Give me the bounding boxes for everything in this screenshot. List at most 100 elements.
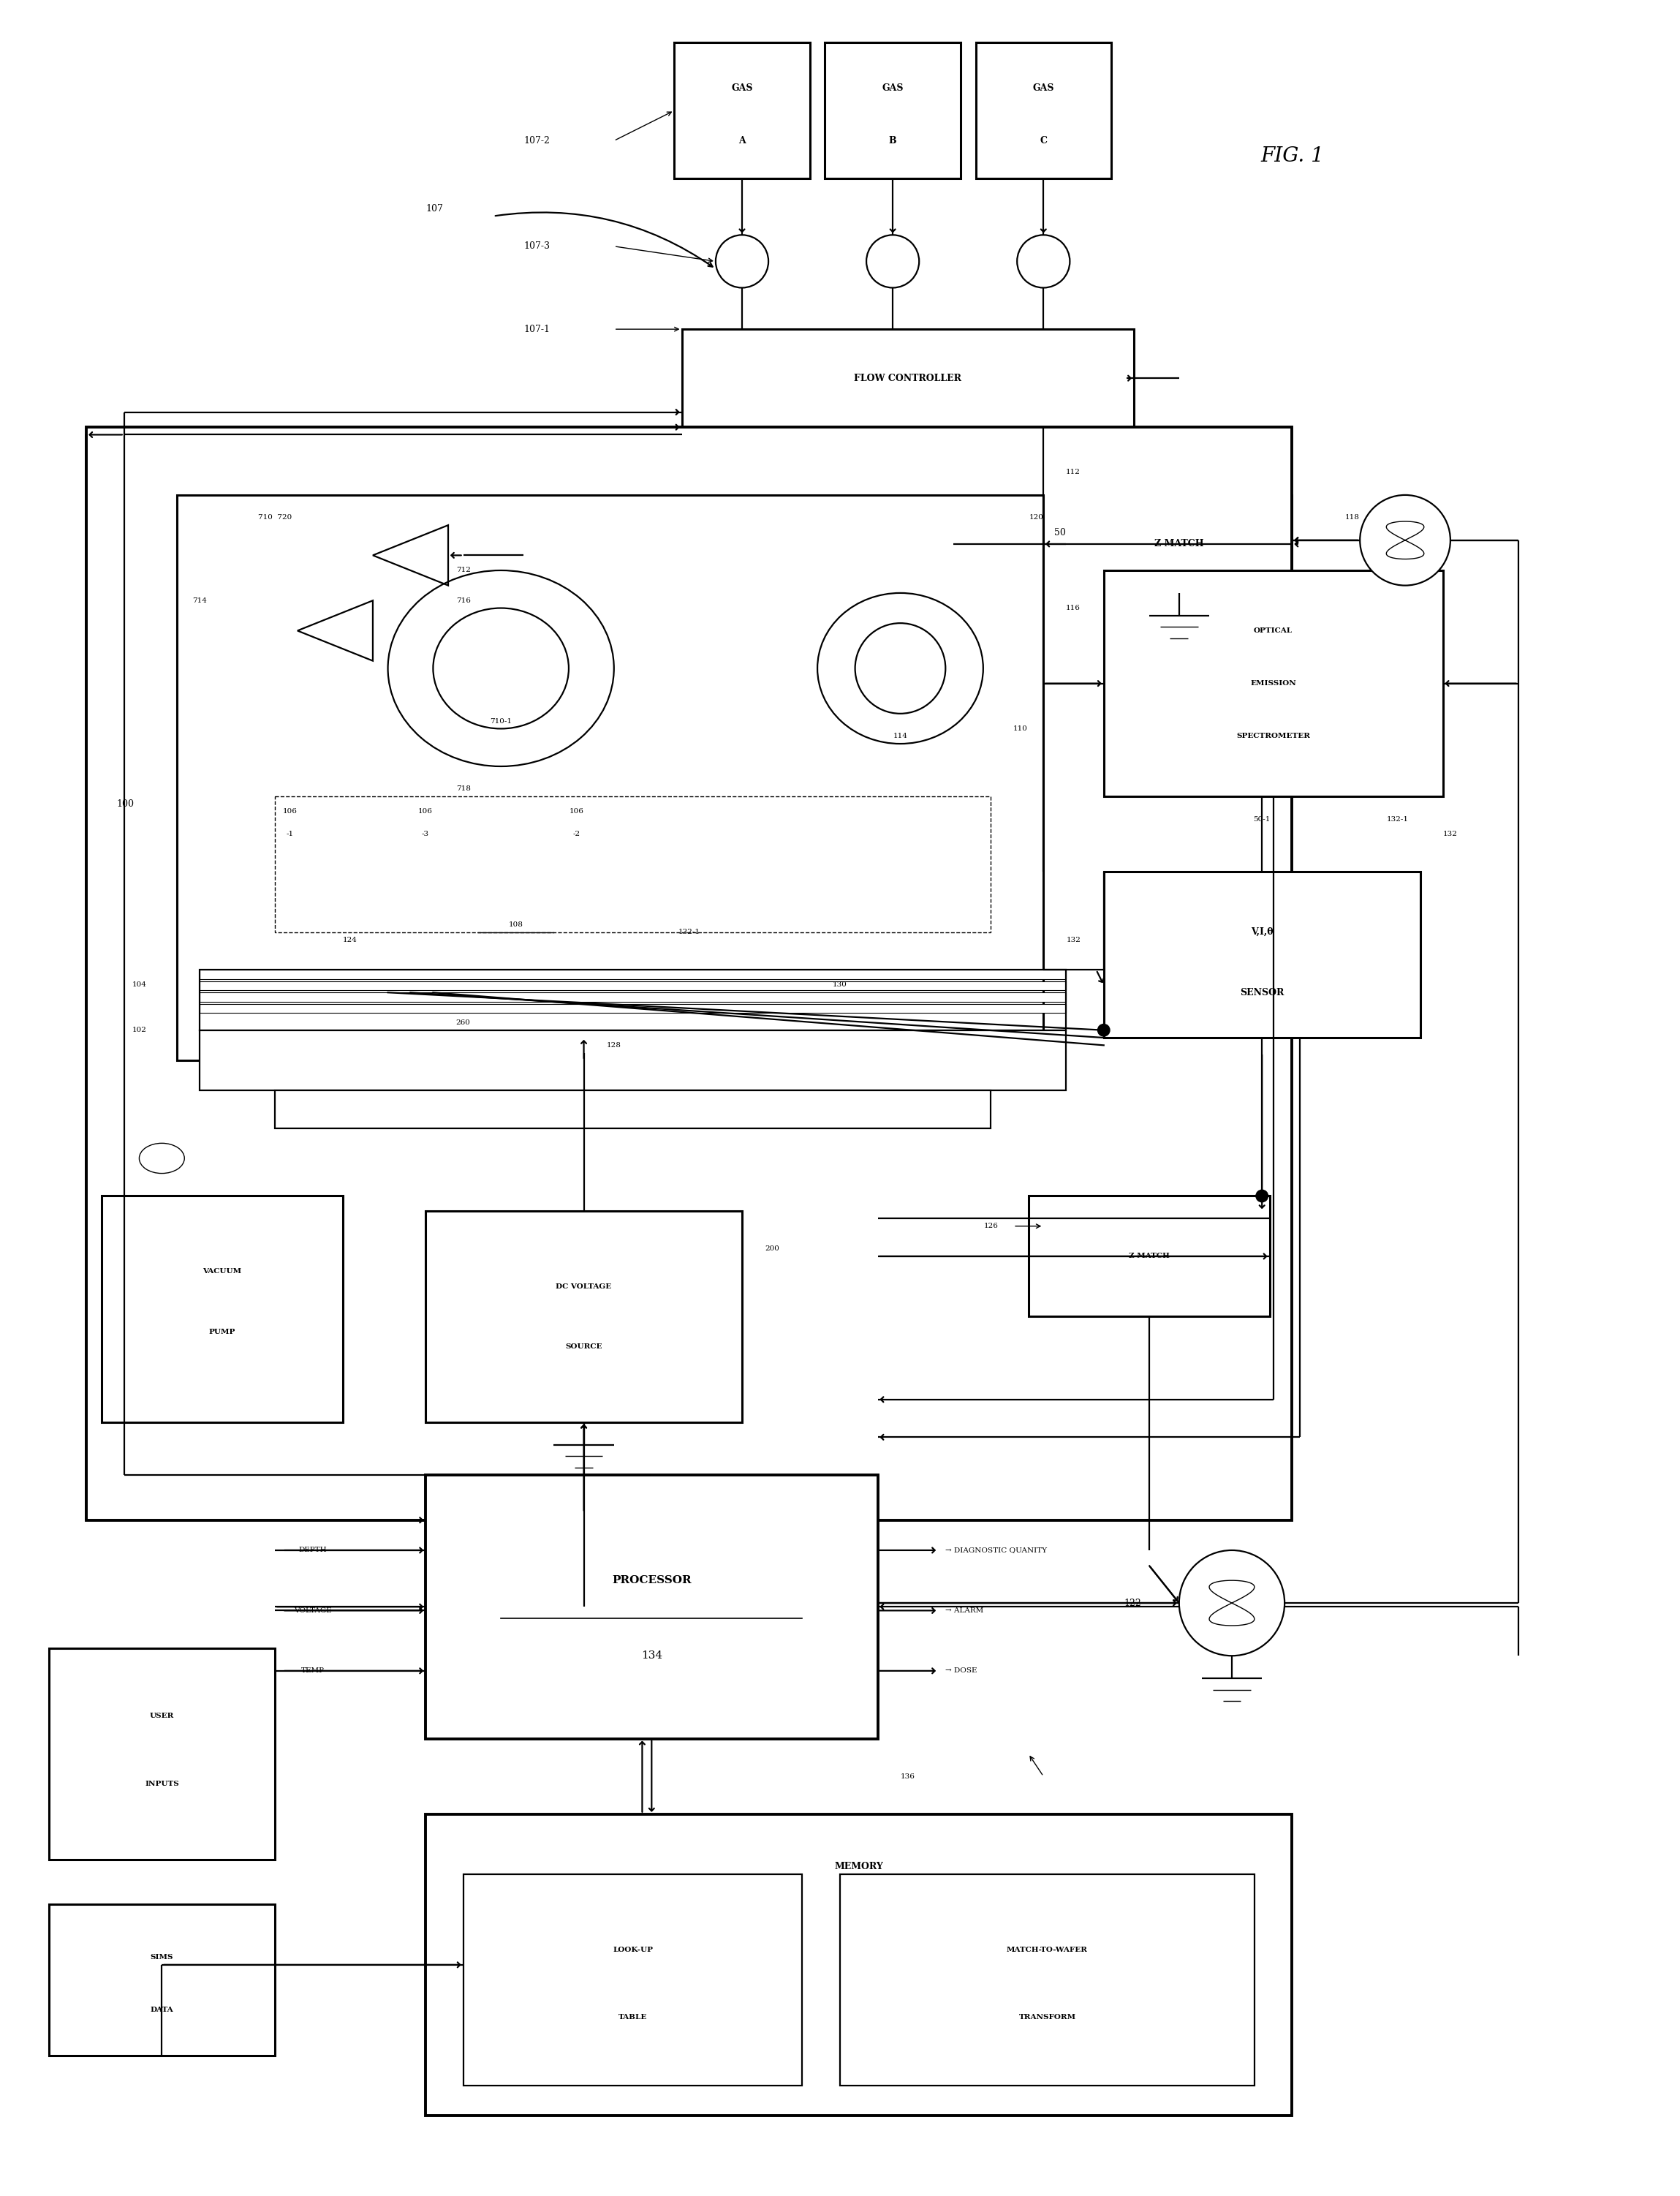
- Text: → DIAGNOSTIC QUANITY: → DIAGNOSTIC QUANITY: [946, 1546, 1047, 1553]
- Text: SPECTROMETER: SPECTROMETER: [1236, 733, 1310, 740]
- Text: TRANSFORM: TRANSFORM: [1018, 2014, 1075, 2020]
- Text: GAS: GAS: [731, 83, 753, 92]
- Text: 132-1: 132-1: [679, 929, 701, 935]
- Text: 106: 106: [282, 808, 297, 815]
- Circle shape: [1016, 235, 1070, 288]
- Text: DEPTH: DEPTH: [299, 1546, 326, 1553]
- Text: SIMS: SIMS: [150, 1954, 173, 1961]
- Text: 104: 104: [133, 982, 146, 988]
- Text: -3: -3: [422, 830, 430, 837]
- Bar: [200, 971, 1067, 1030]
- Text: → DOSE: → DOSE: [946, 1667, 978, 1673]
- Text: 134: 134: [642, 1651, 662, 1660]
- Text: 124: 124: [343, 935, 358, 942]
- Text: 120: 120: [1028, 514, 1043, 520]
- Text: 200: 200: [764, 1245, 780, 1252]
- Bar: [276, 1091, 991, 1129]
- Text: MATCH-TO-WAFER: MATCH-TO-WAFER: [1006, 1946, 1087, 1952]
- Text: 718: 718: [455, 786, 470, 793]
- Text: Z MATCH: Z MATCH: [1154, 540, 1205, 549]
- Bar: [200, 971, 1067, 979]
- Text: 716: 716: [455, 597, 470, 604]
- Bar: [200, 982, 1067, 990]
- Bar: [1104, 872, 1420, 1039]
- Bar: [200, 1030, 1067, 1091]
- Text: A: A: [739, 136, 746, 145]
- Text: -1: -1: [286, 830, 294, 837]
- Text: 50-1: 50-1: [1253, 817, 1270, 824]
- Text: VOLTAGE: VOLTAGE: [294, 1607, 331, 1614]
- Bar: [86, 428, 1292, 1520]
- Text: 710  720: 710 720: [259, 514, 292, 520]
- Text: 130: 130: [833, 982, 847, 988]
- Text: FLOW CONTROLLER: FLOW CONTROLLER: [853, 373, 961, 382]
- Bar: [200, 1004, 1067, 1012]
- Bar: [464, 1875, 803, 2086]
- Text: VACUUM: VACUUM: [203, 1267, 242, 1274]
- Text: 50: 50: [1055, 527, 1067, 538]
- Bar: [101, 1197, 343, 1423]
- Text: MEMORY: MEMORY: [835, 1862, 884, 1871]
- Text: 710-1: 710-1: [491, 718, 512, 725]
- Bar: [276, 797, 991, 931]
- Circle shape: [1179, 1550, 1285, 1656]
- Bar: [425, 1476, 877, 1739]
- Text: 260: 260: [455, 1019, 470, 1026]
- Circle shape: [867, 235, 919, 288]
- Text: DC VOLTAGE: DC VOLTAGE: [556, 1282, 612, 1289]
- Text: 107-2: 107-2: [524, 136, 549, 145]
- Bar: [49, 1904, 276, 2055]
- Text: SOURCE: SOURCE: [566, 1344, 601, 1351]
- Bar: [49, 1649, 276, 1860]
- Text: GAS: GAS: [1033, 83, 1055, 92]
- Bar: [200, 993, 1067, 1001]
- Circle shape: [1257, 1190, 1268, 1201]
- Bar: [1067, 494, 1292, 593]
- Text: 116: 116: [1067, 604, 1080, 610]
- Text: INPUTS: INPUTS: [144, 1781, 178, 1788]
- Bar: [176, 494, 1043, 1061]
- Bar: [425, 1814, 1292, 2115]
- Text: 114: 114: [894, 733, 907, 740]
- Bar: [825, 42, 961, 178]
- Text: USER: USER: [150, 1713, 175, 1719]
- Text: TEMP: TEMP: [301, 1667, 324, 1673]
- Text: 712: 712: [455, 567, 470, 573]
- Text: 102: 102: [133, 1028, 146, 1034]
- Text: V,I,θ: V,I,θ: [1252, 927, 1273, 938]
- Text: Z MATCH: Z MATCH: [1129, 1254, 1169, 1261]
- Text: SENSOR: SENSOR: [1240, 988, 1284, 997]
- Text: 122: 122: [1124, 1599, 1141, 1607]
- Ellipse shape: [855, 624, 946, 714]
- Text: 112: 112: [1067, 470, 1080, 477]
- Text: FIG. 1: FIG. 1: [1260, 145, 1324, 165]
- Text: C: C: [1040, 136, 1047, 145]
- Text: TABLE: TABLE: [618, 2014, 647, 2020]
- Ellipse shape: [139, 1144, 185, 1173]
- Bar: [674, 42, 810, 178]
- Text: 132-1: 132-1: [1386, 817, 1408, 824]
- Text: 132: 132: [1443, 830, 1457, 837]
- Text: 107-3: 107-3: [524, 242, 549, 250]
- Bar: [1104, 571, 1443, 797]
- Text: 128: 128: [606, 1041, 622, 1047]
- Circle shape: [1097, 1023, 1110, 1037]
- Bar: [840, 1875, 1255, 2086]
- Bar: [682, 329, 1134, 428]
- Circle shape: [716, 235, 768, 288]
- Circle shape: [1359, 494, 1450, 586]
- Text: DATA: DATA: [150, 2007, 173, 2014]
- Text: 107: 107: [425, 204, 444, 213]
- Text: GAS: GAS: [882, 83, 904, 92]
- Text: 106: 106: [570, 808, 583, 815]
- Text: 100: 100: [116, 799, 134, 808]
- Text: 107-1: 107-1: [524, 325, 549, 334]
- Text: 110: 110: [1013, 725, 1028, 731]
- Text: -2: -2: [573, 830, 580, 837]
- Text: 714: 714: [192, 597, 207, 604]
- Text: 118: 118: [1346, 514, 1359, 520]
- Text: EMISSION: EMISSION: [1250, 681, 1297, 687]
- Text: 126: 126: [984, 1223, 998, 1230]
- Bar: [976, 42, 1110, 178]
- Text: PUMP: PUMP: [208, 1329, 235, 1335]
